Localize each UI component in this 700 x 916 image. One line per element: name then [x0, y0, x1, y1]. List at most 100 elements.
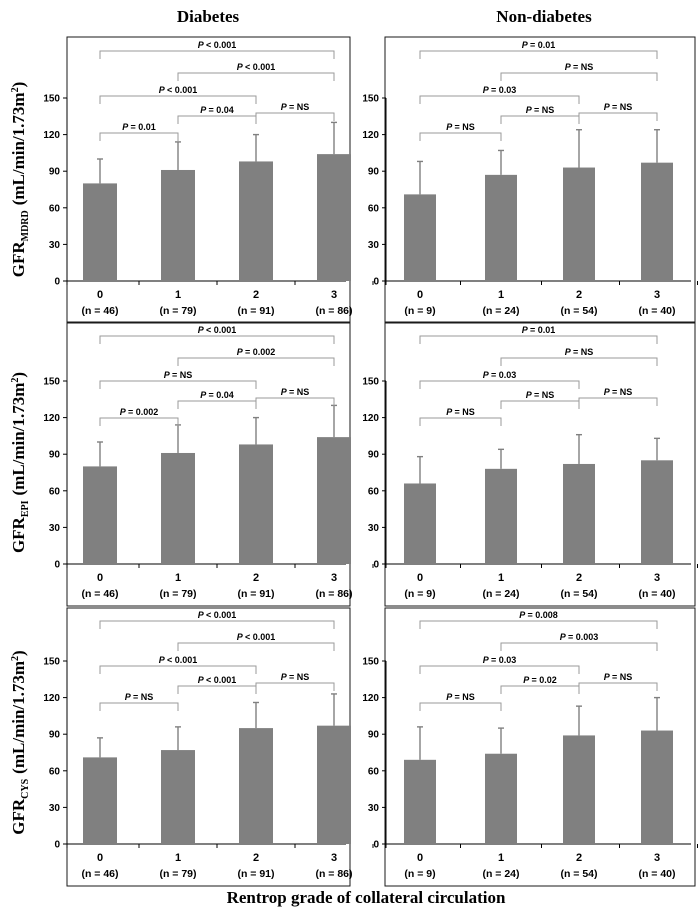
x-sample-size-label: (n = 86)	[315, 305, 352, 317]
bar-grade-3	[641, 460, 673, 564]
bar-grade-0	[404, 483, 436, 564]
y-tick-label: 90	[368, 167, 380, 178]
x-sample-size-label: (n = 24)	[482, 305, 519, 317]
x-category-label: 2	[576, 572, 582, 584]
x-sample-size-label: (n = 46)	[81, 868, 118, 880]
y-tick-label: 90	[49, 450, 61, 461]
p-value-label: P = NS	[125, 692, 153, 702]
p-value-label: P = NS	[565, 347, 593, 357]
y-tick-label: 0	[373, 560, 379, 571]
x-category-label: 1	[498, 289, 504, 301]
significance-bracket	[99, 417, 179, 426]
bar-grade-0	[83, 183, 117, 281]
bar-grade-1	[161, 750, 195, 844]
x-category-label: 3	[654, 572, 660, 584]
y-tick-label: 30	[368, 523, 380, 534]
x-category-label: 3	[331, 852, 337, 864]
x-category-label: 1	[498, 572, 504, 584]
x-sample-size-label: (n = 24)	[482, 868, 519, 880]
significance-bracket	[500, 400, 580, 409]
p-value-label: P = NS	[446, 407, 474, 417]
significance-bracket	[419, 665, 580, 674]
p-value-label: P < 0.001	[159, 655, 197, 665]
bar-grade-0	[83, 466, 117, 564]
bar-grade-0	[404, 194, 436, 281]
x-sample-size-label: (n = 46)	[81, 305, 118, 317]
p-value-label: P < 0.001	[198, 40, 236, 50]
y-tick-label: 120	[43, 413, 60, 424]
x-sample-size-label: (n = 9)	[404, 868, 435, 880]
bar-grade-2	[563, 735, 595, 844]
significance-bracket	[578, 397, 658, 406]
significance-bracket	[419, 132, 502, 141]
significance-bracket	[177, 400, 257, 409]
x-sample-size-label: (n = 79)	[159, 588, 196, 600]
bar-grade-1	[161, 452, 195, 564]
bar-grade-0	[83, 757, 117, 844]
significance-bracket	[99, 335, 335, 344]
bar-grade-2	[239, 444, 273, 564]
significance-bracket	[578, 682, 658, 691]
p-value-label: P = 0.002	[120, 407, 158, 417]
significance-bracket	[99, 95, 257, 104]
p-value-label: P = NS	[526, 390, 554, 400]
p-value-label: P = 0.03	[483, 85, 516, 95]
p-value-label: P = NS	[164, 370, 192, 380]
bar-grade-3	[641, 162, 673, 281]
chart-panel-non-diabetes-1: 0 30 60 90 120 150 0 (n = 9) 1 (n = 24) 2 (n = 54) 3…	[362, 321, 698, 607]
bar-grade-1	[485, 174, 517, 281]
y-tick-label: 60	[368, 766, 380, 777]
p-value-label: P = 0.03	[483, 370, 516, 380]
x-category-label: 2	[253, 289, 259, 301]
y-axis-label: GFREPI(mL/min/1.73m2)	[9, 372, 31, 553]
y-tick-label: 0	[373, 277, 379, 288]
y-tick-label: 0	[54, 277, 60, 288]
significance-bracket	[419, 50, 658, 59]
x-sample-size-label: (n = 91)	[237, 588, 274, 600]
p-value-label: P = NS	[281, 672, 309, 682]
bar-grade-2	[563, 463, 595, 564]
y-tick-label: 120	[362, 130, 379, 141]
y-tick-label: 150	[362, 657, 379, 668]
p-value-label: P = NS	[281, 387, 309, 397]
bar-grade-2	[239, 161, 273, 281]
x-category-label: 0	[417, 852, 423, 864]
x-category-label: 0	[97, 572, 103, 584]
y-tick-label: 60	[368, 203, 380, 214]
p-value-label: P < 0.001	[198, 610, 236, 620]
significance-bracket	[177, 357, 335, 366]
p-value-label: P = 0.003	[560, 632, 598, 642]
significance-bracket	[500, 642, 658, 651]
p-value-label: P = 0.02	[523, 675, 556, 685]
p-value-label: P = 0.04	[200, 105, 233, 115]
p-value-label: P = NS	[526, 105, 554, 115]
significance-bracket	[99, 620, 335, 629]
y-tick-label: 150	[43, 377, 60, 388]
significance-bracket	[500, 685, 580, 694]
y-tick-label: 60	[49, 766, 61, 777]
bar-grade-0	[404, 759, 436, 844]
bar-grade-1	[485, 468, 517, 564]
bar-grade-1	[161, 169, 195, 281]
bar-grade-2	[563, 167, 595, 281]
y-tick-label: 150	[362, 94, 379, 105]
significance-bracket	[255, 112, 335, 121]
panel-frame	[384, 607, 696, 887]
p-value-label: P = 0.002	[237, 347, 275, 357]
significance-bracket	[99, 50, 335, 59]
x-category-label: 2	[253, 852, 259, 864]
y-tick-label: 150	[362, 377, 379, 388]
significance-bracket	[99, 665, 257, 674]
significance-bracket	[419, 620, 658, 629]
significance-bracket	[500, 115, 580, 124]
bar-grade-1	[485, 753, 517, 844]
x-category-label: 0	[97, 289, 103, 301]
x-axis-title: Rentrop grade of collateral circulation	[227, 888, 506, 907]
y-tick-label: 60	[368, 486, 380, 497]
x-category-label: 1	[175, 852, 181, 864]
y-tick-label: 90	[368, 730, 380, 741]
y-tick-label: 60	[49, 486, 61, 497]
bar-grade-3	[317, 437, 351, 564]
significance-bracket	[419, 702, 502, 711]
